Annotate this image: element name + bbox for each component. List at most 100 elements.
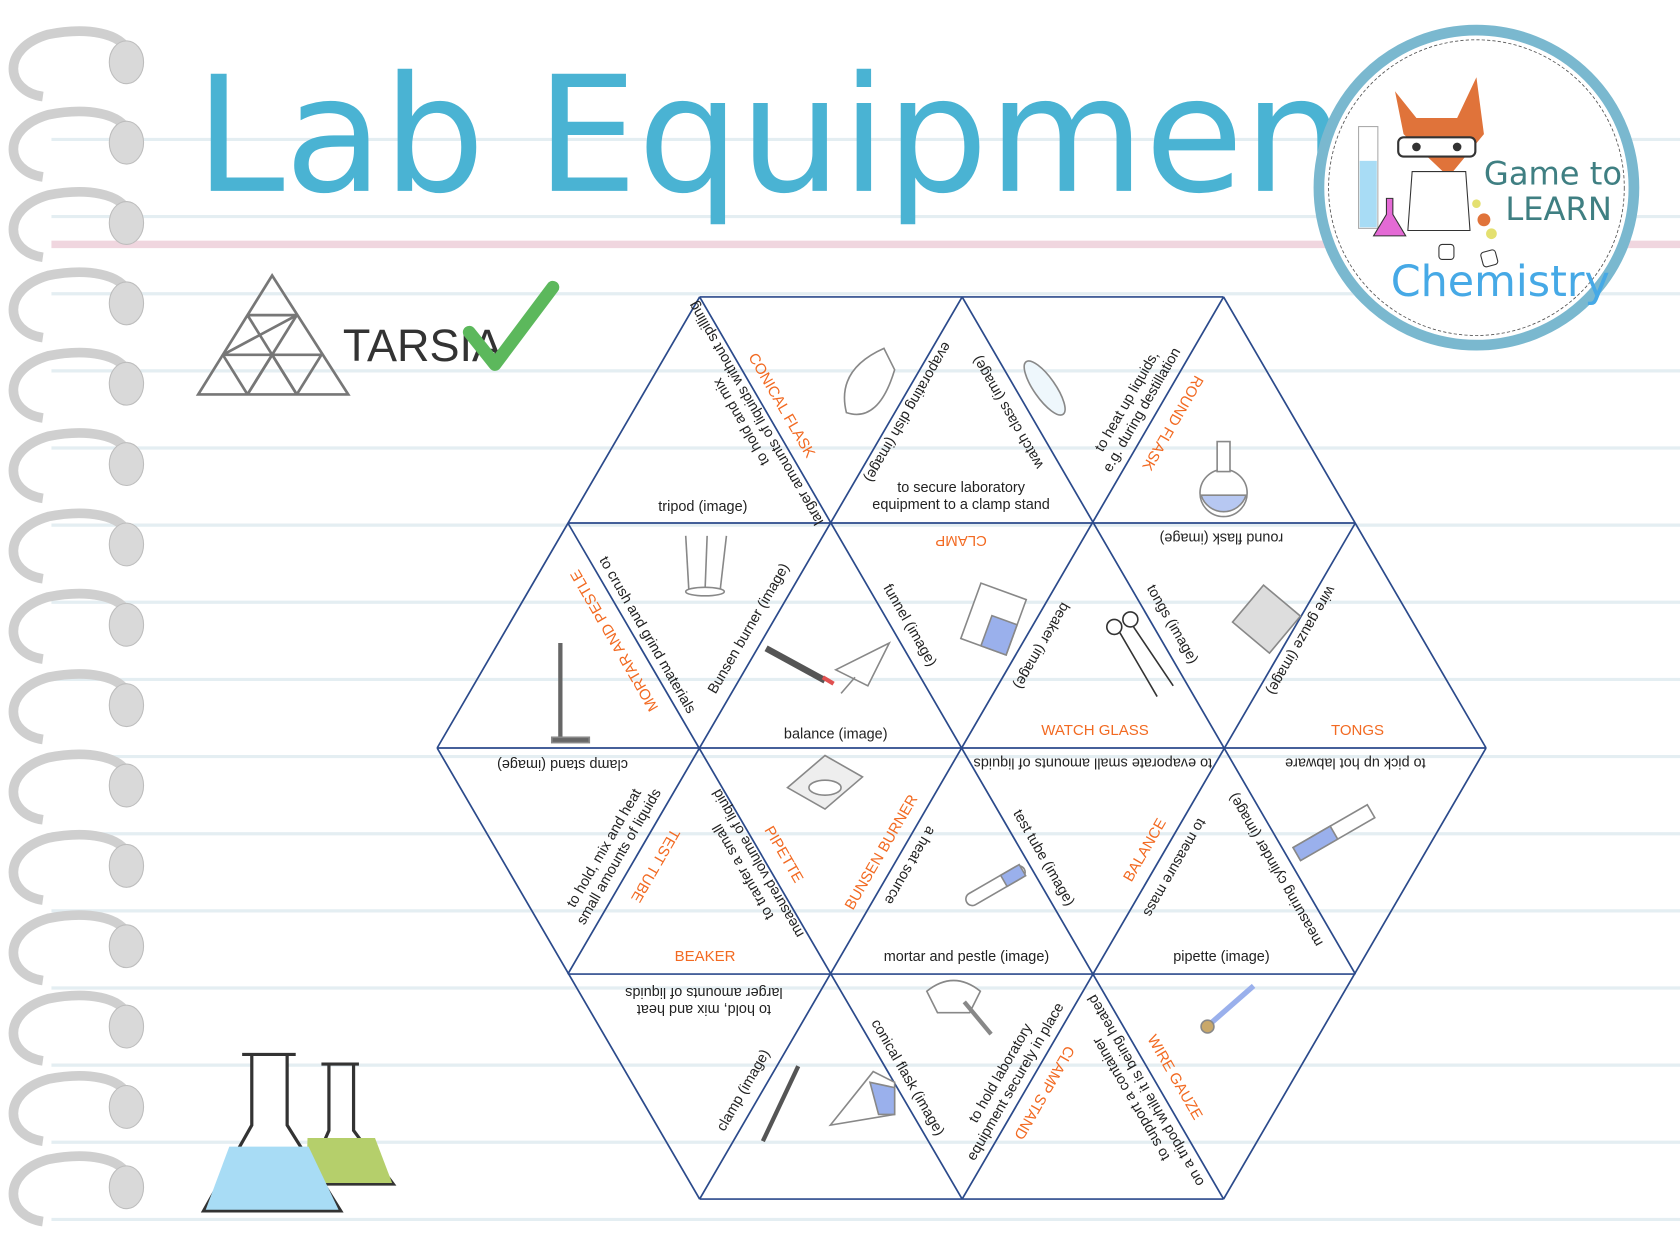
- logo-text-learn: LEARN: [1505, 190, 1612, 228]
- spiral-ring: [8, 910, 134, 986]
- grid-edge: [567, 522, 963, 1200]
- logo-text-chemistry: Chemistry: [1391, 257, 1610, 307]
- tile-label-image-label: clamp stand (image): [497, 756, 628, 772]
- tile-label-image-label: funnel (image): [880, 581, 940, 669]
- wire-gauze-icon: [1231, 584, 1302, 655]
- tarsia-hexagon-grid: [436, 296, 1487, 1200]
- image-label-text: round flask (image): [1160, 530, 1284, 546]
- term-text: WATCH GLASS: [1041, 722, 1149, 739]
- bunsen-burner-icon: [764, 645, 835, 686]
- tile-label-term: BEAKER: [675, 948, 736, 965]
- spiral-ring: [8, 669, 134, 745]
- spiral-ring: [8, 106, 134, 182]
- image-label-text: pipette (image): [1173, 949, 1269, 965]
- notebook-lines: [51, 137, 1680, 1222]
- tile-label-definition: to pick up hot labware: [1285, 755, 1426, 771]
- spiral-hole: [108, 1165, 145, 1210]
- spiral-ring: [8, 267, 134, 343]
- spiral-hole: [108, 602, 145, 647]
- image-label-text: mortar and pestle (image): [884, 949, 1049, 965]
- grid-edge: [698, 296, 1225, 1200]
- spiral-ring: [8, 749, 134, 825]
- round-flask-icon: [1199, 440, 1248, 518]
- spiral-hole: [108, 442, 145, 487]
- spiral-hole: [108, 1004, 145, 1049]
- grid-edge: [961, 522, 1357, 1200]
- tongs-icon: [1105, 611, 1174, 697]
- image-label-text: Bunsen burner (image): [705, 561, 793, 697]
- tile-label-term: WATCH GLASS: [1041, 722, 1149, 739]
- image-label-text: tripod (image): [658, 499, 747, 515]
- spiral-hole: [108, 120, 145, 165]
- spiral-hole: [108, 40, 145, 85]
- test-tube-icon: [965, 863, 1027, 907]
- spiral-hole: [108, 843, 145, 888]
- spiral-ring: [8, 829, 134, 905]
- definition-text: to pick up hot labware: [1285, 755, 1426, 771]
- definition-text: to secure laboratory: [897, 480, 1026, 496]
- tile-label-term: CLAMP: [935, 532, 987, 549]
- spiral-ring: [8, 508, 134, 584]
- definition-text: equipment to a clamp stand: [872, 497, 1050, 513]
- spiral-hole: [108, 281, 145, 326]
- balance-icon: [786, 754, 864, 811]
- tile-label-image-label: tripod (image): [658, 499, 747, 515]
- spiral-ring: [8, 1151, 134, 1227]
- image-label-text: clamp stand (image): [497, 756, 628, 772]
- mortar-pestle-icon: [925, 979, 993, 1036]
- image-label-text: balance (image): [784, 726, 888, 742]
- term-text: CLAMP: [935, 532, 987, 549]
- tile-label-image-label: balance (image): [784, 726, 888, 742]
- term-text: BEAKER: [675, 948, 736, 965]
- beaker-icon: [959, 582, 1028, 657]
- tripod-icon: [684, 535, 728, 597]
- image-label-text: funnel (image): [880, 581, 940, 669]
- spiral-ring: [8, 428, 134, 504]
- game-to-learn-logo: Game to LEARN Chemistry: [1313, 24, 1640, 351]
- tile-label-image-label: measuring cylinder (image): [1226, 790, 1327, 949]
- definition-text: larger amounts of liquids without spilli…: [686, 298, 828, 527]
- green-flask-icon: [302, 1062, 397, 1186]
- conical-flask-icon: [828, 1070, 896, 1127]
- grid-edge: [961, 296, 1357, 975]
- spiral-ring: [8, 990, 134, 1066]
- grid-edge: [436, 296, 701, 749]
- spiral-hole: [108, 763, 145, 808]
- spiral-hole: [108, 683, 145, 728]
- tile-label-term: TONGS: [1331, 722, 1384, 739]
- logo-text-game-to: Game to: [1484, 154, 1622, 192]
- watch-glass-icon: [1023, 360, 1066, 416]
- grid-edge: [1222, 296, 1487, 749]
- image-label-text: measuring cylinder (image): [1226, 790, 1327, 949]
- triangle-grid-icon: [195, 272, 351, 396]
- tile-label-image-label: round flask (image): [1160, 530, 1284, 546]
- spiral-hole: [108, 522, 145, 567]
- measuring-cylinder-icon: [1291, 803, 1376, 862]
- grid-edge: [567, 296, 963, 975]
- tile-label-image-label: clamp (image): [714, 1047, 774, 1134]
- spiral-ring: [8, 588, 134, 664]
- tile-label-image-label: pipette (image): [1173, 949, 1269, 965]
- clamp-stand-icon: [550, 643, 591, 744]
- definition-text: larger amounts of liquids: [625, 984, 782, 1000]
- spiral-ring: [8, 347, 134, 423]
- fox-scientist-icon: [1358, 77, 1499, 268]
- tile-label-image-label: Bunsen burner (image): [705, 561, 793, 697]
- checkmark-icon: [462, 280, 560, 371]
- spiral-hole: [108, 924, 145, 969]
- clamp-icon: [760, 1065, 801, 1143]
- term-text: TONGS: [1331, 722, 1384, 739]
- spiral-hole: [108, 1084, 145, 1129]
- tarsia-logo: TARSIA: [195, 272, 560, 396]
- tile-label-definition: to heat up liquids,e.g. during destillat…: [1092, 345, 1184, 475]
- spiral-hole: [108, 201, 145, 245]
- spiral-hole: [108, 361, 145, 406]
- spiral-ring: [8, 26, 134, 102]
- image-label-text: clamp (image): [714, 1047, 774, 1134]
- tile-label-image-label: test tube (image): [1009, 807, 1077, 909]
- equipment-images: [550, 347, 1376, 1143]
- page-title: Lab Equipment: [195, 42, 1408, 229]
